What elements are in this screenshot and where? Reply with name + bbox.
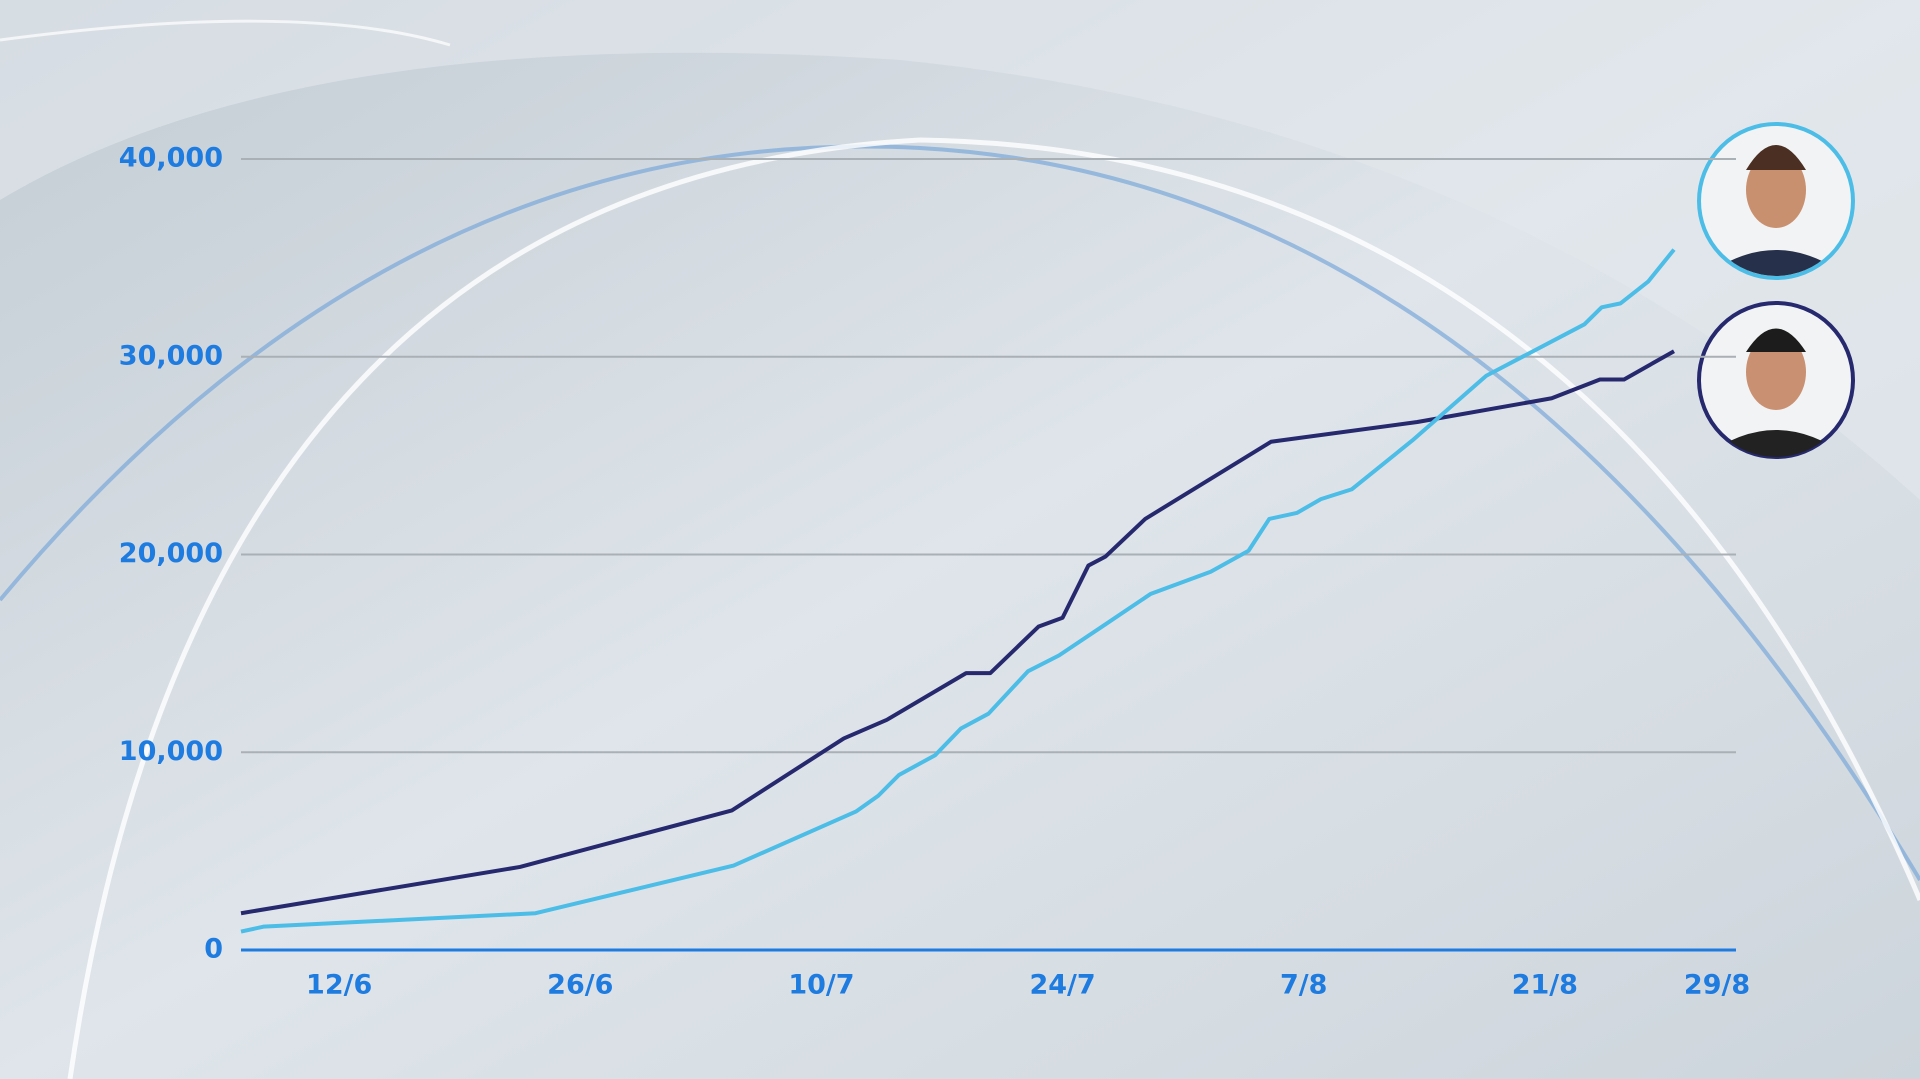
data-line xyxy=(240,248,1676,934)
x-tick-label: 29/8 xyxy=(1684,970,1750,1001)
y-tick-label: 10,000 xyxy=(119,736,223,767)
data-line xyxy=(240,349,1675,916)
y-tick-label: 30,000 xyxy=(119,340,223,371)
x-tick-label: 7/8 xyxy=(1280,970,1327,1001)
x-tick-label: 10/7 xyxy=(788,970,854,1001)
y-tick-label: 40,000 xyxy=(119,143,223,174)
x-tick-label: 12/6 xyxy=(306,970,372,1001)
x-tick-label: 26/6 xyxy=(547,970,613,1001)
x-tick-label: 24/7 xyxy=(1029,970,1095,1001)
y-tick-label: 20,000 xyxy=(119,538,223,569)
x-tick-label: 21/8 xyxy=(1512,970,1578,1001)
avatar xyxy=(1697,122,1855,280)
y-tick-label: 0 xyxy=(204,934,223,965)
avatar xyxy=(1697,301,1855,459)
